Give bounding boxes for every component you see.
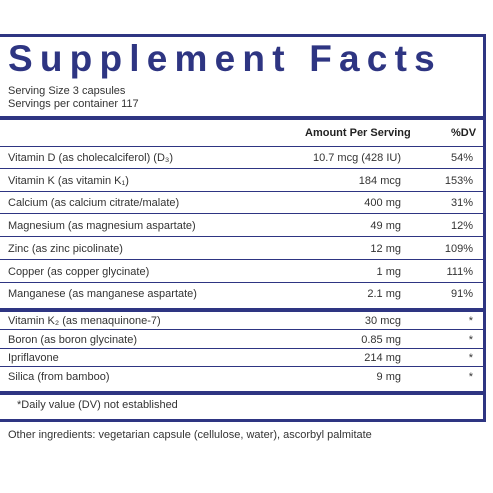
table-row: Copper (as copper glycinate) 1 mg 111%: [0, 263, 483, 283]
nutrient-dv: 91%: [450, 288, 473, 301]
row-divider: [0, 168, 483, 169]
dv-header: %DV: [451, 127, 477, 139]
row-divider: [0, 347, 483, 349]
nutrient-name: Calcium (as calcium citrate/malate): [8, 197, 180, 210]
nutrient-amount: 30 mcg: [364, 315, 401, 327]
nutrient-amount: 2.1 mg: [367, 288, 401, 301]
table-row: Manganese (as manganese aspartate) 2.1 mg…: [0, 285, 483, 305]
table-row: Vitamin D (as cholecalciferol) (D₃) 10.7 …: [0, 149, 483, 169]
nutrient-amount: 12 mg: [370, 242, 401, 255]
nutrient-amount: 9 mg: [376, 370, 401, 383]
other-ingredients: Other ingredients: vegetarian capsule (c…: [8, 429, 372, 441]
table-row: Vitamin K₂ (as menaquinone-7) 30 mcg *: [0, 313, 483, 330]
nutrient-dv: *: [468, 333, 473, 346]
amount-per-serving-header: Amount Per Serving: [305, 127, 411, 139]
row-divider: [0, 258, 483, 260]
nutrient-name: Vitamin D (as cholecalciferol) (D₃): [8, 152, 174, 164]
column-header-rule: [0, 146, 483, 147]
nutrient-dv: 153%: [444, 174, 473, 187]
nutrient-name: Vitamin K₂ (as menaquinone-7): [8, 315, 161, 327]
nutrient-dv: 12%: [450, 220, 473, 233]
table-row: Calcium (as calcium citrate/malate) 400 m…: [0, 194, 483, 215]
nutrient-amount: 184 mcg: [358, 174, 401, 187]
row-divider: [0, 190, 483, 192]
nutrient-amount: 49 mg: [370, 220, 401, 233]
nutrient-amount: 1 mg: [376, 265, 401, 278]
table-row: Silica (from bamboo) 9 mg *: [0, 369, 483, 386]
nutrient-name: Boron (as boron glycinate): [8, 333, 138, 346]
footnote: *Daily value (DV) not established: [17, 399, 178, 411]
row-divider: [0, 281, 483, 283]
nutrient-dv: *: [468, 370, 473, 383]
nutrient-name: Magnesium (as magnesium aspartate): [8, 220, 196, 233]
row-divider: [0, 329, 483, 330]
nutrient-name: Ipriflavone: [8, 352, 59, 364]
table-row: Magnesium (as magnesium aspartate) 49 mg 1…: [0, 217, 483, 238]
row-divider: [0, 366, 483, 367]
nutrient-amount: 0.85 mg: [361, 333, 401, 346]
nutrient-dv: *: [468, 315, 473, 327]
serving-size: Serving Size 3 capsules: [8, 85, 126, 97]
supplement-facts-panel: [0, 34, 486, 422]
nutrient-dv: 54%: [450, 152, 473, 164]
servings-per-container: Servings per container 117: [8, 98, 139, 110]
table-row: Vitamin K (as vitamin K₁) 184 mcg 153%: [0, 172, 483, 192]
row-divider: [0, 213, 483, 215]
nutrient-name: Manganese (as manganese aspartate): [8, 288, 197, 301]
section-rule: [0, 308, 483, 312]
nutrient-amount: 10.7 mcg (428 IU): [312, 152, 401, 164]
nutrient-name: Silica (from bamboo): [8, 370, 110, 383]
nutrient-amount: 214 mg: [364, 352, 401, 364]
nutrient-name: Copper (as copper glycinate): [8, 265, 150, 278]
page-title: Supplement Facts: [8, 38, 442, 79]
table-row: Zinc (as zinc picolinate) 12 mg 109%: [0, 240, 483, 260]
nutrient-dv: 111%: [446, 265, 473, 278]
nutrient-dv: *: [468, 352, 473, 364]
row-divider: [0, 236, 483, 238]
nutrient-name: Zinc (as zinc picolinate): [8, 242, 123, 255]
nutrient-amount: 400 mg: [364, 197, 401, 210]
table-row: Ipriflavone 214 mg *: [0, 350, 483, 367]
header-rule: [0, 116, 483, 120]
footer-rule: [0, 391, 483, 395]
nutrient-dv: 109%: [444, 242, 473, 255]
nutrient-dv: 31%: [450, 197, 473, 210]
table-row: Boron (as boron glycinate) 0.85 mg *: [0, 332, 483, 349]
nutrient-name: Vitamin K (as vitamin K₁): [8, 174, 129, 187]
